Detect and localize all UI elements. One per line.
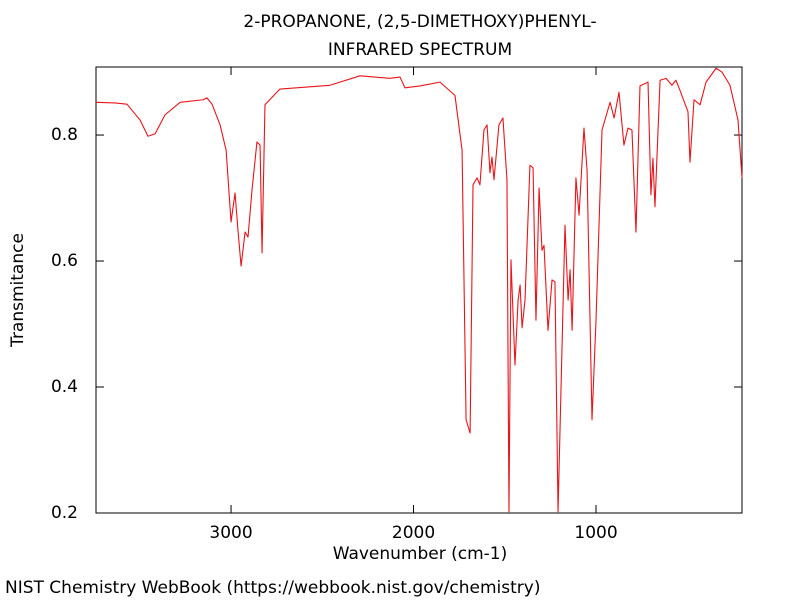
chart-subtitle: INFRARED SPECTRUM	[328, 40, 512, 60]
x-tick-label: 3000	[209, 523, 252, 543]
x-tick-label: 1000	[574, 523, 617, 543]
y-tick-label: 0.2	[51, 503, 78, 523]
y-tick-label: 0.6	[51, 251, 78, 271]
x-axis-label: Wavenumber (cm-1)	[333, 544, 508, 564]
chart-title: 2-PROPANONE, (2,5-DIMETHOXY)PHENYL-	[243, 12, 596, 32]
y-tick-label: 0.8	[51, 125, 78, 145]
x-tick-label: 2000	[392, 523, 435, 543]
y-axis-label: Transmitance	[8, 233, 28, 348]
plot-frame	[95, 66, 743, 514]
y-tick-label: 0.4	[51, 377, 78, 397]
spectrum-line	[95, 67, 743, 513]
footer: NIST Chemistry WebBook (https://webbook.…	[5, 578, 540, 598]
